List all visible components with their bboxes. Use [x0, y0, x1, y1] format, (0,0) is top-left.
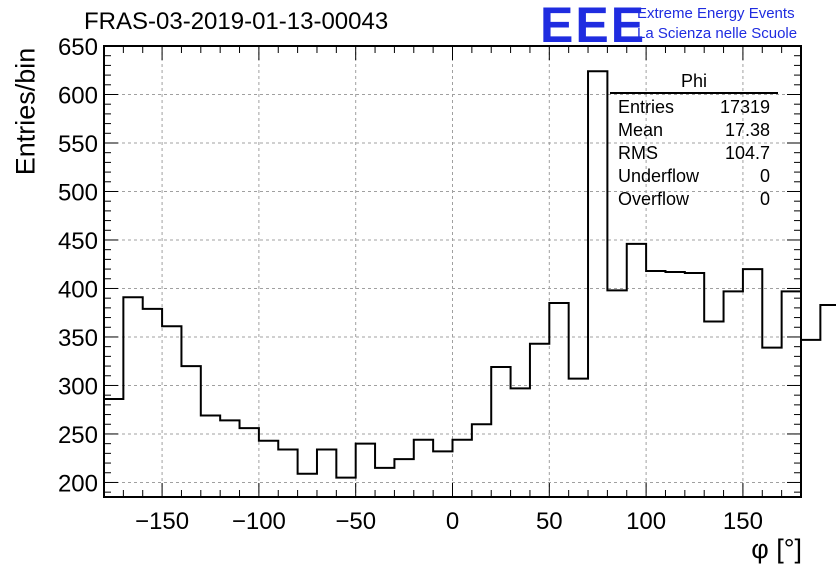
histogram-bin: [278, 449, 297, 497]
y-tick-label: 400: [58, 276, 98, 303]
y-tick-label: 200: [58, 470, 98, 497]
histogram-bin: [123, 297, 142, 497]
histogram-bin: [143, 309, 162, 497]
histogram-bin: [762, 348, 781, 497]
histogram-bin: [665, 272, 684, 497]
histogram-bin: [569, 379, 588, 497]
histogram-bin: [104, 399, 123, 497]
histogram-bin: [588, 71, 607, 497]
stats-label: RMS: [618, 143, 658, 163]
histogram-outline: [104, 70, 836, 479]
histogram-bin: [685, 273, 704, 497]
histogram-bin: [743, 269, 762, 497]
histogram-bin: [453, 440, 472, 497]
stats-row-overflow: Overflow 0: [610, 188, 778, 211]
histogram-bin: [375, 468, 394, 497]
histogram-bin: [782, 291, 801, 497]
histogram-bin: [433, 451, 452, 497]
histogram-bin: [646, 271, 665, 497]
logo-caption-line1: Extreme Energy Events: [637, 5, 795, 22]
x-tick-label: −100: [232, 508, 286, 535]
logo-caption-line2: La Scienza nelle Scuole: [637, 25, 798, 42]
y-tick-label: 550: [58, 131, 98, 158]
plot-frame: [103, 45, 802, 498]
histogram-bin: [549, 303, 568, 497]
x-tick-label: 100: [626, 508, 666, 535]
stats-label: Mean: [618, 120, 664, 140]
histogram-bin: [201, 416, 220, 497]
stats-box: Phi Entries 17319 Mean 17.38 RMS 104.7 U…: [610, 70, 778, 211]
stats-label: Overflow: [618, 189, 690, 209]
histogram-bin: [724, 291, 743, 497]
x-tick-label: 150: [723, 508, 763, 535]
x-tick-label: −50: [335, 508, 376, 535]
stats-row-underflow: Underflow 0: [610, 165, 778, 188]
x-tick-label: 0: [446, 508, 459, 535]
histogram-bin: [394, 459, 413, 497]
stats-row-mean: Mean 17.38: [610, 119, 778, 142]
histogram-bin: [181, 366, 200, 497]
stats-label: Underflow: [618, 166, 700, 186]
logo-caption: Extreme Energy Events La Scienza nelle S…: [637, 4, 797, 44]
stats-value: 0: [759, 189, 770, 209]
stats-value: 17.38: [724, 120, 770, 140]
histogram-bin: [511, 388, 530, 497]
y-tick-label: 600: [58, 82, 98, 109]
histogram-bin: [491, 367, 510, 497]
stats-value: 104.7: [724, 143, 770, 163]
histogram-bin: [414, 440, 433, 497]
histogram-bin: [317, 449, 336, 497]
histogram-bin: [472, 424, 491, 497]
stats-title: Phi: [680, 71, 707, 91]
histogram-bin: [801, 340, 820, 497]
histogram-bin: [627, 244, 646, 497]
stats-value: 17319: [719, 97, 770, 117]
histogram-bin: [259, 441, 278, 497]
y-tick-label: 300: [58, 373, 98, 400]
histogram-bin: [820, 305, 836, 497]
histogram-bin: [220, 420, 239, 497]
histogram-bin: [162, 326, 181, 497]
stats-label: Entries: [618, 97, 675, 117]
histogram-bin: [356, 444, 375, 497]
y-axis-label: Entries/bin: [10, 47, 41, 176]
y-tick-label: 250: [58, 422, 98, 449]
histogram-bin: [298, 474, 317, 497]
x-axis-label: φ [°]: [751, 534, 802, 564]
histogram-bin: [530, 344, 549, 497]
eee-logo: EEE: [540, 0, 647, 53]
y-tick-label: 500: [58, 179, 98, 206]
x-tick-label: 50: [536, 508, 563, 535]
run-title: FRAS-03-2019-01-13-00043: [84, 8, 389, 35]
y-tick-label: 650: [58, 34, 98, 61]
stats-divider: [610, 92, 778, 94]
histogram-bin: [607, 290, 626, 497]
x-tick-label: −150: [135, 508, 189, 535]
y-tick-label: 350: [58, 325, 98, 352]
stats-row-rms: RMS 104.7: [610, 142, 778, 165]
stats-value: 0: [759, 166, 770, 186]
histogram-bin: [336, 478, 355, 497]
y-tick-label: 450: [58, 228, 98, 255]
histogram-bin: [704, 321, 723, 497]
histogram-bin: [240, 428, 259, 497]
stats-row-entries: Entries 17319: [610, 96, 778, 119]
